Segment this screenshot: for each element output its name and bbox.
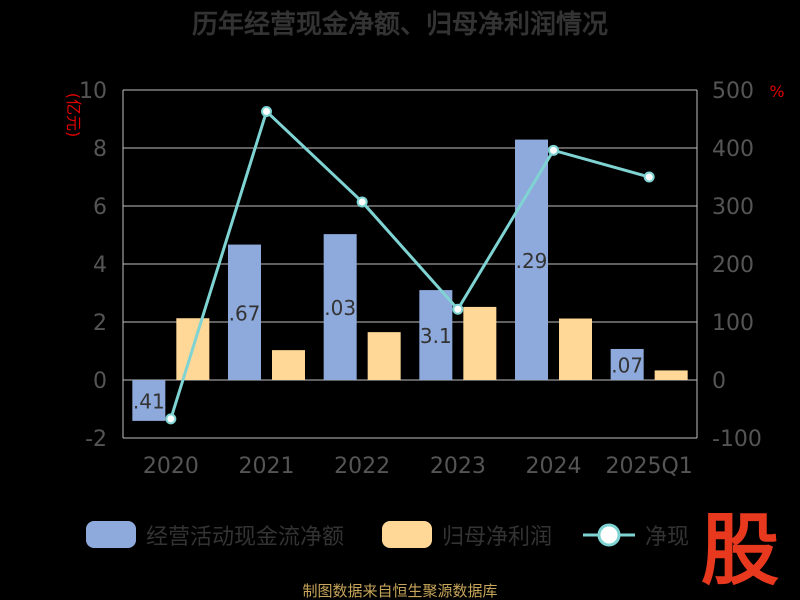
net-profit-bar bbox=[463, 306, 497, 380]
x-tick-label: 2020 bbox=[143, 454, 199, 479]
ratio-line-point bbox=[452, 303, 464, 315]
cash-flow-bar bbox=[419, 290, 453, 380]
cash-flow-bar bbox=[323, 234, 357, 380]
ratio-line-point bbox=[548, 144, 559, 156]
cash-flow-bar bbox=[515, 139, 548, 380]
cash-flow-bar-label: .29 bbox=[516, 249, 548, 273]
gridlines bbox=[122, 89, 698, 439]
x-tick-label: 2025Q1 bbox=[606, 454, 693, 479]
right-tick-label: 200 bbox=[712, 253, 754, 278]
ratio-line-point bbox=[165, 413, 177, 425]
cash-flow-bar-label: .67 bbox=[229, 301, 261, 325]
x-tick-label: 2023 bbox=[430, 454, 486, 479]
legend-swatch-line-marker bbox=[597, 523, 621, 547]
left-tick-label: 10 bbox=[79, 79, 107, 104]
legend-label-line: 净现 bbox=[645, 525, 689, 550]
legend-label-cash-flow: 经营活动现金流净额 bbox=[146, 525, 344, 550]
left-tick-label: 2 bbox=[93, 311, 107, 336]
net-profit-bar bbox=[559, 318, 592, 380]
left-axis-ticks: -2 0 2 4 6 8 10 bbox=[79, 79, 107, 452]
right-axis-unit: % bbox=[769, 82, 784, 101]
right-axis-ticks: -100 0 100 200 300 400 500 bbox=[712, 79, 762, 452]
right-tick-label: 300 bbox=[712, 195, 754, 220]
x-tick-label: 2021 bbox=[239, 454, 295, 479]
left-tick-label: 4 bbox=[93, 253, 107, 278]
bar-labels: .41 .67 .03 3.1 .29 .07 bbox=[133, 249, 643, 414]
brand-logo: 股 bbox=[701, 506, 779, 596]
source-note: 制图数据来自恒生聚源数据库 bbox=[302, 582, 497, 600]
cash-flow-bar bbox=[132, 380, 166, 421]
ratio-line-point bbox=[643, 171, 655, 183]
legend-swatch-net-profit bbox=[382, 521, 432, 548]
cash-flow-bar-label: .03 bbox=[324, 296, 356, 320]
cash-flow-bar bbox=[610, 348, 644, 380]
net-profit-bar bbox=[272, 350, 305, 380]
x-tick-label: 2022 bbox=[334, 454, 390, 479]
ratio-line bbox=[165, 105, 655, 425]
right-tick-label: -100 bbox=[712, 427, 762, 452]
cash-flow-bar-label: .07 bbox=[611, 353, 643, 377]
x-axis-ticks: 2020 2021 2022 2023 2024 2025Q1 bbox=[143, 454, 693, 479]
right-tick-label: 0 bbox=[712, 369, 726, 394]
ratio-line-point bbox=[356, 196, 368, 208]
left-tick-label: 0 bbox=[93, 369, 107, 394]
cash-flow-bar-label: 3.1 bbox=[420, 324, 452, 348]
left-axis-unit: (亿元) bbox=[64, 93, 83, 138]
left-tick-label: 6 bbox=[93, 195, 107, 220]
bars bbox=[132, 139, 688, 421]
left-tick-label: -2 bbox=[85, 427, 107, 452]
ratio-line-path bbox=[169, 108, 650, 420]
chart-title: 历年经营现金净额、归母净利润情况 bbox=[192, 9, 608, 40]
right-tick-label: 400 bbox=[712, 137, 754, 162]
net-profit-bar bbox=[367, 332, 401, 380]
legend-swatch-cash-flow bbox=[86, 521, 136, 548]
cash-flow-bar-label: .41 bbox=[133, 389, 165, 413]
x-tick-label: 2024 bbox=[526, 454, 582, 479]
right-tick-label: 100 bbox=[712, 311, 754, 336]
cash-flow-bar bbox=[228, 244, 261, 380]
ratio-line-point bbox=[261, 105, 272, 117]
right-tick-label: 500 bbox=[712, 79, 754, 104]
left-tick-label: 8 bbox=[93, 137, 107, 162]
net-profit-bar bbox=[654, 370, 688, 380]
legend: 经营活动现金流净额 归母净利润 净现 bbox=[86, 521, 689, 550]
legend-label-net-profit: 归母净利润 bbox=[442, 525, 552, 550]
